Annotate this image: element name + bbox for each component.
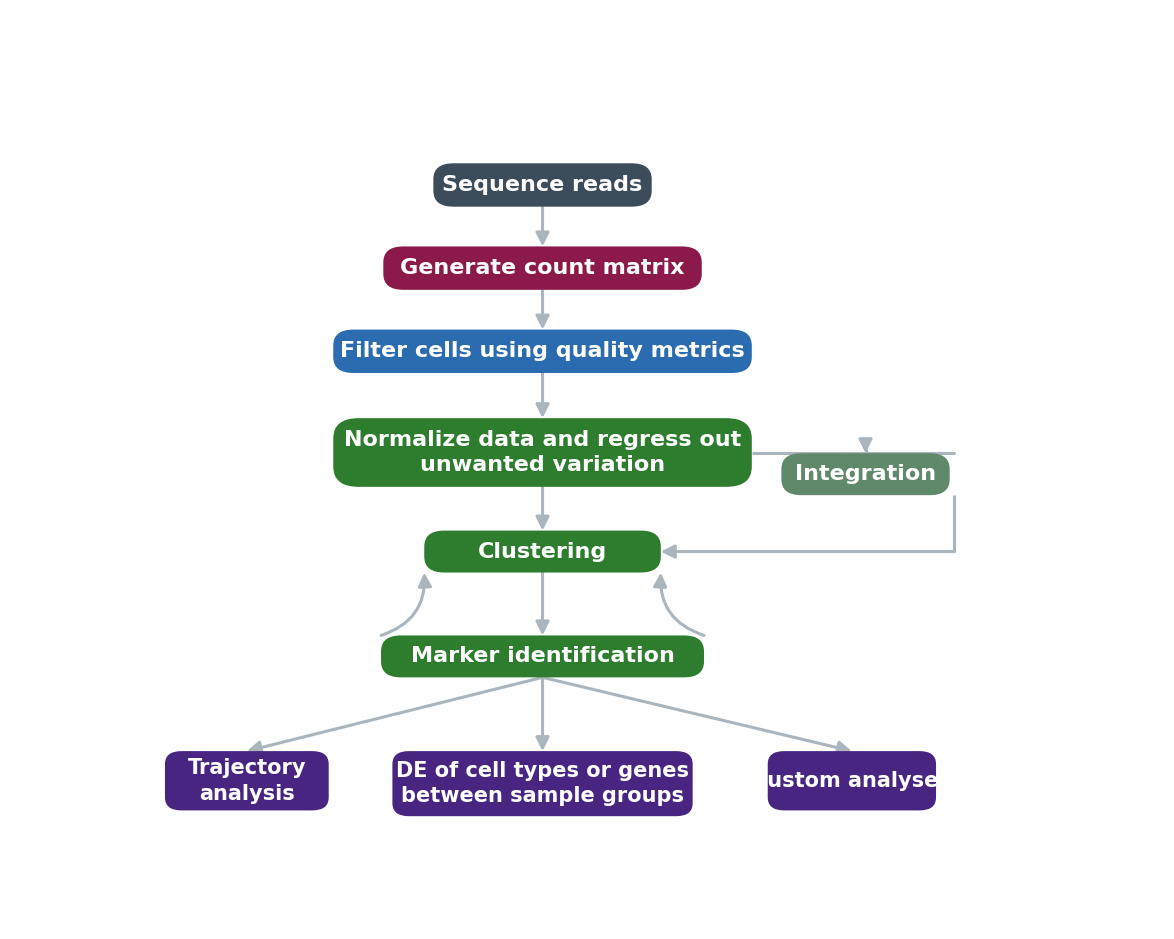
Text: DE of cell types or genes
between sample groups: DE of cell types or genes between sample… [396, 761, 689, 807]
Text: Normalize data and regress out
unwanted variation: Normalize data and regress out unwanted … [344, 430, 741, 475]
FancyBboxPatch shape [382, 636, 704, 677]
Text: Sequence reads: Sequence reads [443, 175, 642, 195]
Text: Trajectory
analysis: Trajectory analysis [188, 758, 306, 804]
FancyBboxPatch shape [768, 751, 936, 810]
FancyBboxPatch shape [333, 330, 751, 373]
Text: Filter cells using quality metrics: Filter cells using quality metrics [340, 341, 745, 362]
FancyBboxPatch shape [164, 751, 329, 810]
FancyBboxPatch shape [424, 531, 661, 573]
FancyBboxPatch shape [782, 454, 950, 495]
Text: Generate count matrix: Generate count matrix [400, 258, 684, 278]
FancyBboxPatch shape [383, 246, 702, 290]
Text: Custom analyses: Custom analyses [753, 771, 951, 791]
Text: Marker identification: Marker identification [411, 646, 675, 667]
Text: Clustering: Clustering [478, 542, 607, 562]
Text: Integration: Integration [795, 464, 936, 485]
FancyBboxPatch shape [392, 751, 693, 816]
FancyBboxPatch shape [333, 418, 751, 486]
FancyBboxPatch shape [433, 163, 652, 207]
